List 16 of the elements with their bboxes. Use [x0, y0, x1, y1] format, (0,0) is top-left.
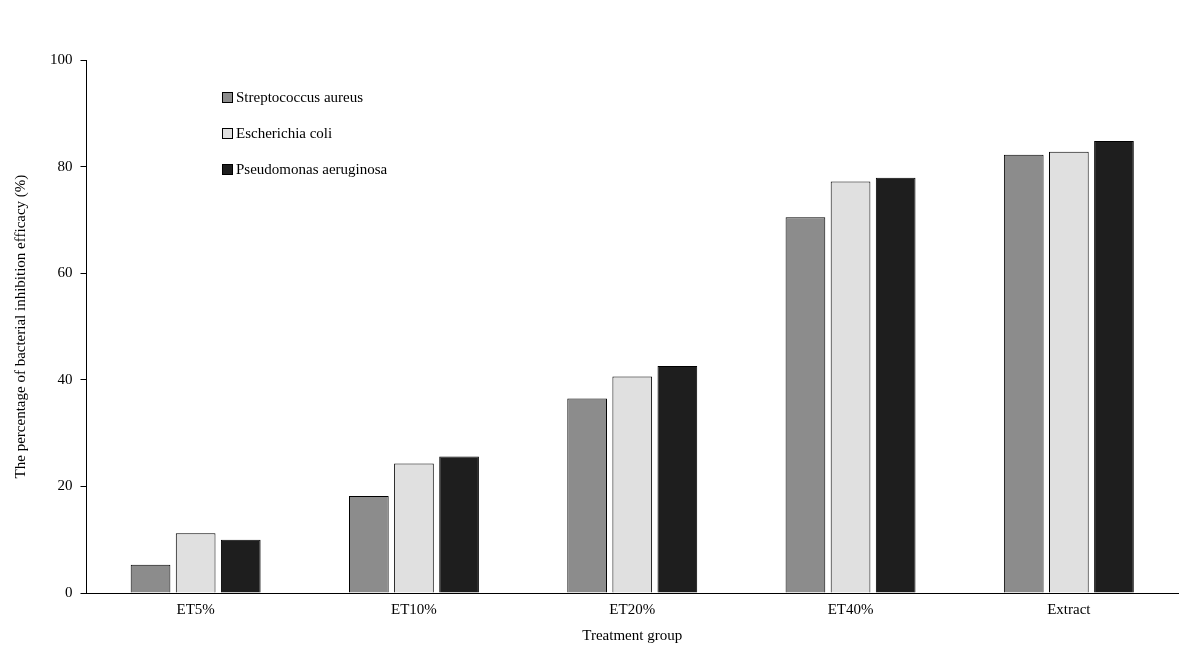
- x-tick-label: Extract: [1047, 600, 1092, 617]
- x-tick-label: ET20%: [609, 600, 656, 617]
- y-axis-title: The percentage of bacterial inhibition efficacy (%): [11, 174, 29, 479]
- x-tick-label: ET40%: [827, 600, 874, 617]
- legend-label: Streptococcus aureus: [236, 88, 364, 106]
- legend-label: Pseudomonas aeruginosa: [236, 160, 388, 178]
- legend-label: Escherichia coli: [236, 124, 333, 142]
- y-tick-label: 0: [65, 583, 73, 600]
- y-tick-label: 100: [50, 50, 73, 67]
- y-tick-label: 40: [57, 370, 73, 387]
- x-tick-label: ET5%: [176, 600, 215, 617]
- y-tick-label: 80: [57, 157, 73, 174]
- y-tick-label: 60: [57, 264, 73, 281]
- y-tick-label: 20: [57, 477, 73, 494]
- x-axis-title: Treatment group: [582, 626, 683, 643]
- x-tick-label: ET10%: [391, 600, 437, 617]
